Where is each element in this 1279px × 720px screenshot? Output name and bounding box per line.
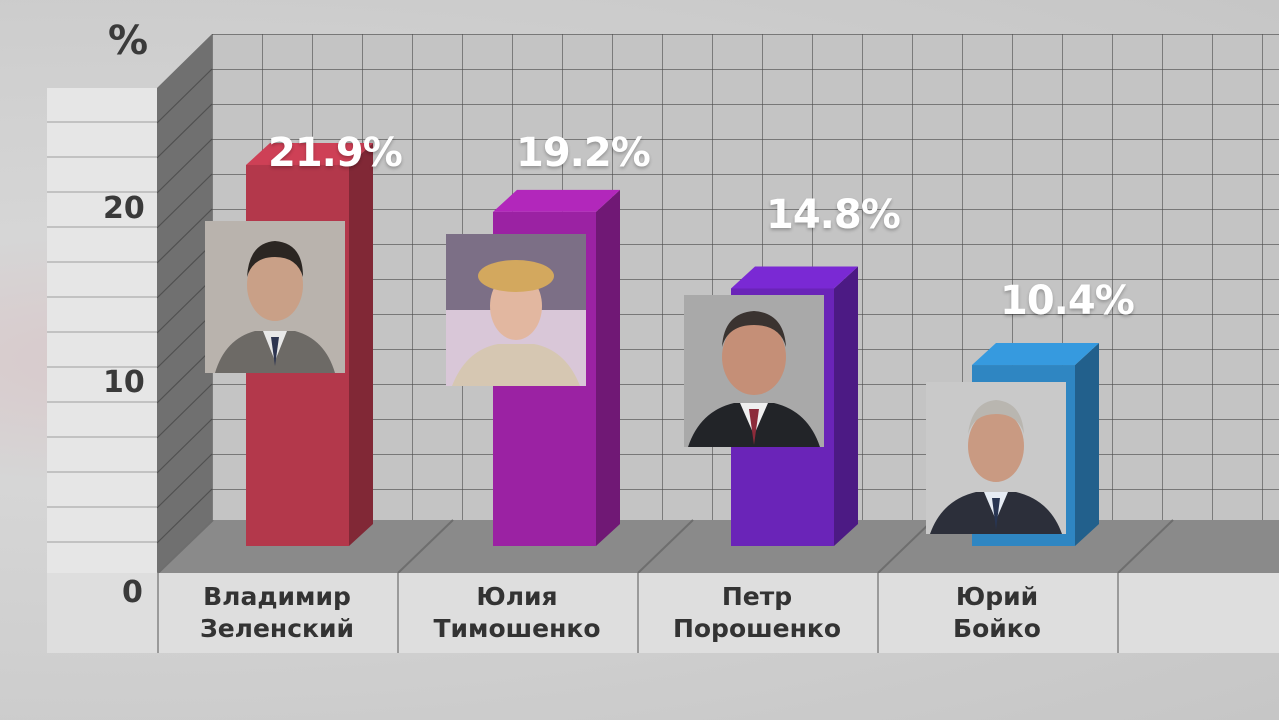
person-silhouette-icon bbox=[205, 221, 345, 373]
value-label-tymoshenko: 19.2% bbox=[516, 130, 651, 176]
bar-side bbox=[596, 189, 620, 547]
left-wall-grid bbox=[156, 68, 213, 544]
floor-gridline bbox=[637, 519, 694, 574]
left-wall-gridline bbox=[156, 173, 213, 229]
bar-top bbox=[972, 343, 1099, 366]
floor-grid bbox=[157, 519, 1174, 574]
left-wall-gridline bbox=[156, 138, 213, 194]
portrait-zelensky bbox=[205, 221, 345, 373]
value-label-poroshenko: 14.8% bbox=[766, 192, 901, 238]
left-wall-gridline bbox=[156, 68, 213, 124]
left-wall-gridline bbox=[156, 383, 213, 439]
y-axis-panel bbox=[47, 88, 157, 573]
category-first-name: Юлия bbox=[476, 582, 558, 611]
bar-top bbox=[493, 189, 620, 212]
category-last-name: Тимошенко bbox=[433, 614, 601, 643]
person-silhouette-icon bbox=[684, 295, 824, 447]
y-axis-unit: % bbox=[108, 18, 149, 64]
floor-gridline bbox=[877, 519, 934, 574]
category-last-name: Порошенко bbox=[672, 614, 842, 643]
floor-gridline bbox=[1117, 519, 1174, 574]
category-last-name: Зеленский bbox=[199, 614, 355, 643]
left-wall-gridline bbox=[156, 453, 213, 509]
value-label-boyko: 10.4% bbox=[1000, 278, 1135, 324]
bar-side bbox=[349, 142, 373, 546]
category-dividers bbox=[157, 573, 1119, 653]
category-poroshenko: Петр Порошенко bbox=[638, 573, 876, 653]
category-first-name: Владимир bbox=[203, 582, 351, 611]
left-wall-gridline bbox=[156, 313, 213, 369]
left-wall-gridline bbox=[156, 278, 213, 334]
left-wall-gridline bbox=[156, 418, 213, 474]
bar-side bbox=[834, 266, 858, 546]
portrait-boyko bbox=[926, 382, 1066, 534]
category-boyko: Юрий Бойко bbox=[878, 573, 1116, 653]
category-zelensky: Владимир Зеленский bbox=[158, 573, 396, 653]
bar-top bbox=[246, 142, 373, 165]
left-wall-gridline bbox=[156, 348, 213, 404]
floor-gridline bbox=[397, 519, 454, 574]
left-wall-gridline bbox=[156, 243, 213, 299]
left-wall-gridline bbox=[156, 488, 213, 544]
category-tymoshenko: Юлия Тимошенко bbox=[398, 573, 636, 653]
portrait-tymoshenko bbox=[446, 234, 586, 386]
left-wall bbox=[157, 34, 212, 573]
category-first-name: Петр bbox=[721, 582, 793, 611]
left-wall-gridline bbox=[156, 103, 213, 159]
y-tick-10: 10 bbox=[103, 365, 145, 400]
y-tick-20: 20 bbox=[103, 191, 145, 226]
person-silhouette-icon bbox=[926, 382, 1066, 534]
bar-top bbox=[731, 266, 858, 289]
value-label-zelensky: 21.9% bbox=[268, 130, 403, 176]
portrait-poroshenko bbox=[684, 295, 824, 447]
left-wall-gridline bbox=[156, 208, 213, 264]
category-strip bbox=[47, 573, 1279, 653]
floor-gridline bbox=[157, 519, 214, 574]
person-silhouette-icon bbox=[446, 234, 586, 386]
y-tick-0: 0 bbox=[122, 575, 143, 610]
category-first-name: Юрий bbox=[955, 582, 1039, 611]
y-axis-grid bbox=[47, 121, 157, 543]
bar-side bbox=[1075, 343, 1099, 546]
category-last-name: Бойко bbox=[953, 614, 1041, 643]
